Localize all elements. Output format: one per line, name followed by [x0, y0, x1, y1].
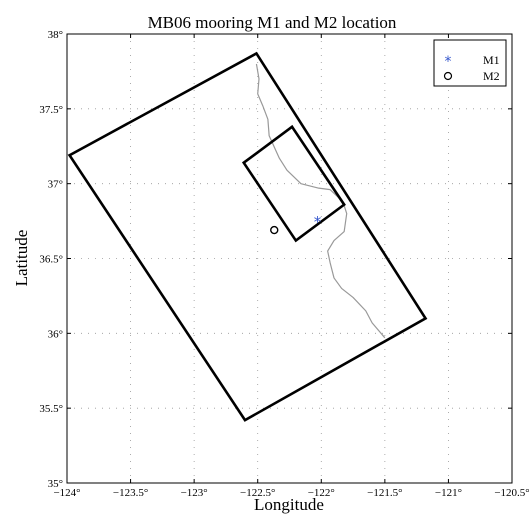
legend: * M1 M2 — [433, 39, 507, 87]
x-tick-label: −123° — [181, 487, 208, 499]
x-tick-label: −121.5° — [367, 487, 402, 499]
grid-lines — [67, 34, 512, 483]
legend-m1-label: M1 — [483, 53, 500, 67]
y-tick-label: 35° — [48, 478, 63, 490]
y-tick-label: 36.5° — [39, 254, 63, 266]
x-tick-label: −123.5° — [113, 487, 148, 499]
x-tick-label: −122.5° — [240, 487, 275, 499]
x-tick-label: −120.5° — [494, 487, 529, 499]
x-tick-label: −124° — [53, 487, 80, 499]
y-tick-label: 36° — [48, 328, 63, 340]
inner-domain-outline — [241, 124, 346, 243]
legend-m2-marker — [443, 71, 453, 81]
y-tick-label: 37.5° — [39, 104, 63, 116]
x-axis-label: Longitude — [254, 495, 324, 514]
domain-outlines — [67, 51, 428, 422]
mooring-m1-marker: * — [314, 213, 322, 231]
y-tick-label: 35.5° — [39, 403, 63, 415]
mooring-m2-marker — [270, 225, 279, 235]
y-tick-label: 38° — [48, 29, 63, 41]
coastline — [255, 63, 386, 339]
axis-ticks: −124° −123.5° −123° −122.5° −122° −121.5° −121… — [39, 29, 529, 499]
x-tick-label: −121° — [435, 487, 462, 499]
mooring-markers: * — [270, 213, 322, 235]
legend-m1-marker: * — [445, 54, 452, 70]
chart-title: MB06 mooring M1 and M2 location — [148, 13, 397, 32]
y-axis-label: Latitude — [12, 230, 31, 287]
y-tick-label: 37° — [48, 179, 63, 191]
x-tick-label: −122° — [308, 487, 335, 499]
legend-m2-label: M2 — [483, 69, 500, 83]
coastline-layer — [255, 63, 386, 339]
outer-domain-outline — [67, 51, 428, 422]
